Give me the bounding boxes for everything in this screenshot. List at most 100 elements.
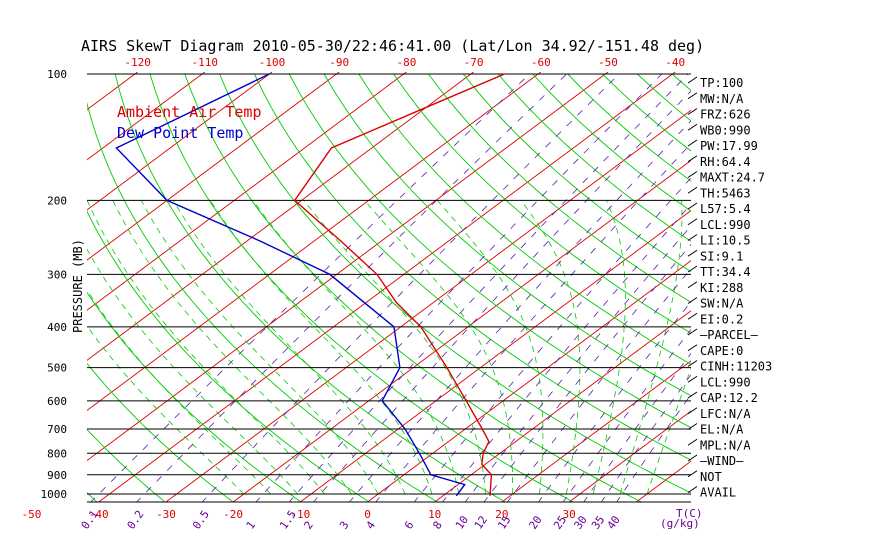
index-label: LI:10.5 xyxy=(700,234,751,248)
index-label: CAP:12.2 xyxy=(700,391,758,405)
index-tick xyxy=(687,202,698,210)
index-tick xyxy=(687,423,698,430)
pressure-tick-label: 600 xyxy=(47,395,67,408)
index-label: FRZ:626 xyxy=(700,108,751,122)
isotherm xyxy=(98,72,676,502)
moist-adiabat xyxy=(140,200,379,495)
dry-adiabat xyxy=(0,74,30,503)
isotherm xyxy=(87,72,474,361)
isotherm xyxy=(0,72,3,502)
isotherm xyxy=(87,72,542,412)
index-label: NOT xyxy=(700,470,722,484)
bottom-temp-tick-label: -20 xyxy=(223,508,243,521)
mixing-ratio-line xyxy=(375,142,691,502)
mixing-ratio-line xyxy=(562,328,691,502)
mixing-ratio-tick-label: 3 xyxy=(337,519,351,532)
x-axis-label: T(C) xyxy=(676,507,703,520)
bottom-temp-tick-label: 20 xyxy=(495,508,508,521)
pressure-tick-label: 1000 xyxy=(41,488,68,501)
mixing-ratio-line xyxy=(413,177,691,502)
dry-adiabat xyxy=(87,362,234,502)
top-temp-tick-label: -90 xyxy=(329,56,349,69)
moist-adiabat xyxy=(619,200,683,495)
dry-adiabat xyxy=(184,73,643,502)
bottom-temp-tick-label: -10 xyxy=(290,508,310,521)
mixing-ratio-tick-label: 35 xyxy=(589,513,607,531)
top-temp-axis: -120 -110 -100 -90 -80 -70 -60 -50 -40 xyxy=(124,56,685,69)
mixing-ratio-line xyxy=(506,267,691,502)
top-temp-tick-label: -120 xyxy=(124,56,151,69)
bottom-temp-tick-label: 30 xyxy=(562,508,575,521)
moist-adiabat xyxy=(87,200,325,495)
pressure-tick-label: 900 xyxy=(47,469,67,482)
pressure-axis: 100 200 300 400 500 600 700 800 900 1000 xyxy=(41,68,68,501)
pressure-tick-label: 100 xyxy=(47,68,67,81)
index-tick xyxy=(687,139,698,147)
mixing-ratio-line xyxy=(616,393,691,502)
dry-adiabat xyxy=(87,210,371,502)
isotherm xyxy=(87,72,273,211)
pressure-tick-label: 700 xyxy=(47,423,67,436)
bottom-temp-tick-label: -40 xyxy=(89,508,109,521)
top-temp-tick-label: -40 xyxy=(665,56,685,69)
mixing-ratio-tick-label: 10 xyxy=(453,513,471,531)
dry-adiabat xyxy=(811,74,870,503)
index-tick xyxy=(687,297,698,304)
mixing-ratio-tick-label: 1 xyxy=(244,519,258,532)
index-label: PW:17.99 xyxy=(700,139,758,153)
index-tick xyxy=(687,108,698,115)
dry-adiabat xyxy=(87,101,439,502)
index-tick xyxy=(687,186,698,194)
legend-entry: Ambient Air Temp xyxy=(117,103,262,121)
index-label: CINH:11203 xyxy=(700,360,772,374)
top-temp-tick-label: -50 xyxy=(598,56,618,69)
isotherm xyxy=(636,460,691,502)
bottom-temp-tick-label: -30 xyxy=(156,508,176,521)
index-label: RH:64.4 xyxy=(700,155,751,169)
mixing-ratio-line xyxy=(538,301,691,502)
index-label: MAXT:24.7 xyxy=(700,171,765,185)
dry-adiabat xyxy=(87,291,302,502)
isotherm xyxy=(300,210,691,502)
bottom-temp-axis: -50 -40 -30 -20 -10 0 10 20 30 T(C)(g/kg)0.1 0.2 0.… xyxy=(22,507,703,532)
moist-adiabat xyxy=(520,200,581,495)
index-tick xyxy=(687,92,698,100)
isotherm xyxy=(87,72,407,311)
bottom-temp-tick-label: 0 xyxy=(364,508,371,521)
dry-adiabat xyxy=(323,73,691,397)
moist-adiabat xyxy=(209,200,433,495)
index-label: LCL:990 xyxy=(700,218,751,232)
index-label: TT:34.4 xyxy=(700,265,751,279)
dry-adiabat xyxy=(114,73,507,502)
index-tick xyxy=(687,123,698,131)
isotherm xyxy=(568,410,691,502)
dry-adiabat xyxy=(497,73,691,242)
dry-adiabat xyxy=(742,74,870,503)
dry-adiabat xyxy=(219,73,691,494)
mixing-ratio-tick-label: 30 xyxy=(572,513,590,531)
index-tick xyxy=(687,281,698,289)
index-tick xyxy=(687,265,698,273)
moist-adiabat xyxy=(87,248,298,495)
moist-adiabat xyxy=(646,366,691,495)
mixing-ratio-tick-label: 12 xyxy=(472,513,490,531)
legend-entry: Dew Point Temp xyxy=(117,124,243,142)
mixing-ratio-line xyxy=(583,352,691,502)
index-tick xyxy=(687,454,698,462)
mixing-ratio-tick-label: 0.2 xyxy=(125,508,147,532)
index-label: TP:100 xyxy=(700,76,743,90)
moist-adiabat xyxy=(436,200,544,495)
mixing-ratio-line xyxy=(464,225,691,502)
mixing-ratio-line xyxy=(600,374,691,502)
chart-legend: Ambient Air Temp Dew Point Temp xyxy=(117,103,262,142)
profiles xyxy=(115,73,505,497)
isotherm xyxy=(87,72,206,161)
dry-adiabat xyxy=(288,73,691,429)
index-label: MW:N/A xyxy=(700,92,744,106)
moist-adiabat xyxy=(252,200,460,495)
isobar-grid xyxy=(87,73,691,503)
isotherm xyxy=(87,72,340,261)
index-tick xyxy=(687,234,698,241)
mixing-ratio-unit-label: (g/kg) xyxy=(660,517,700,530)
